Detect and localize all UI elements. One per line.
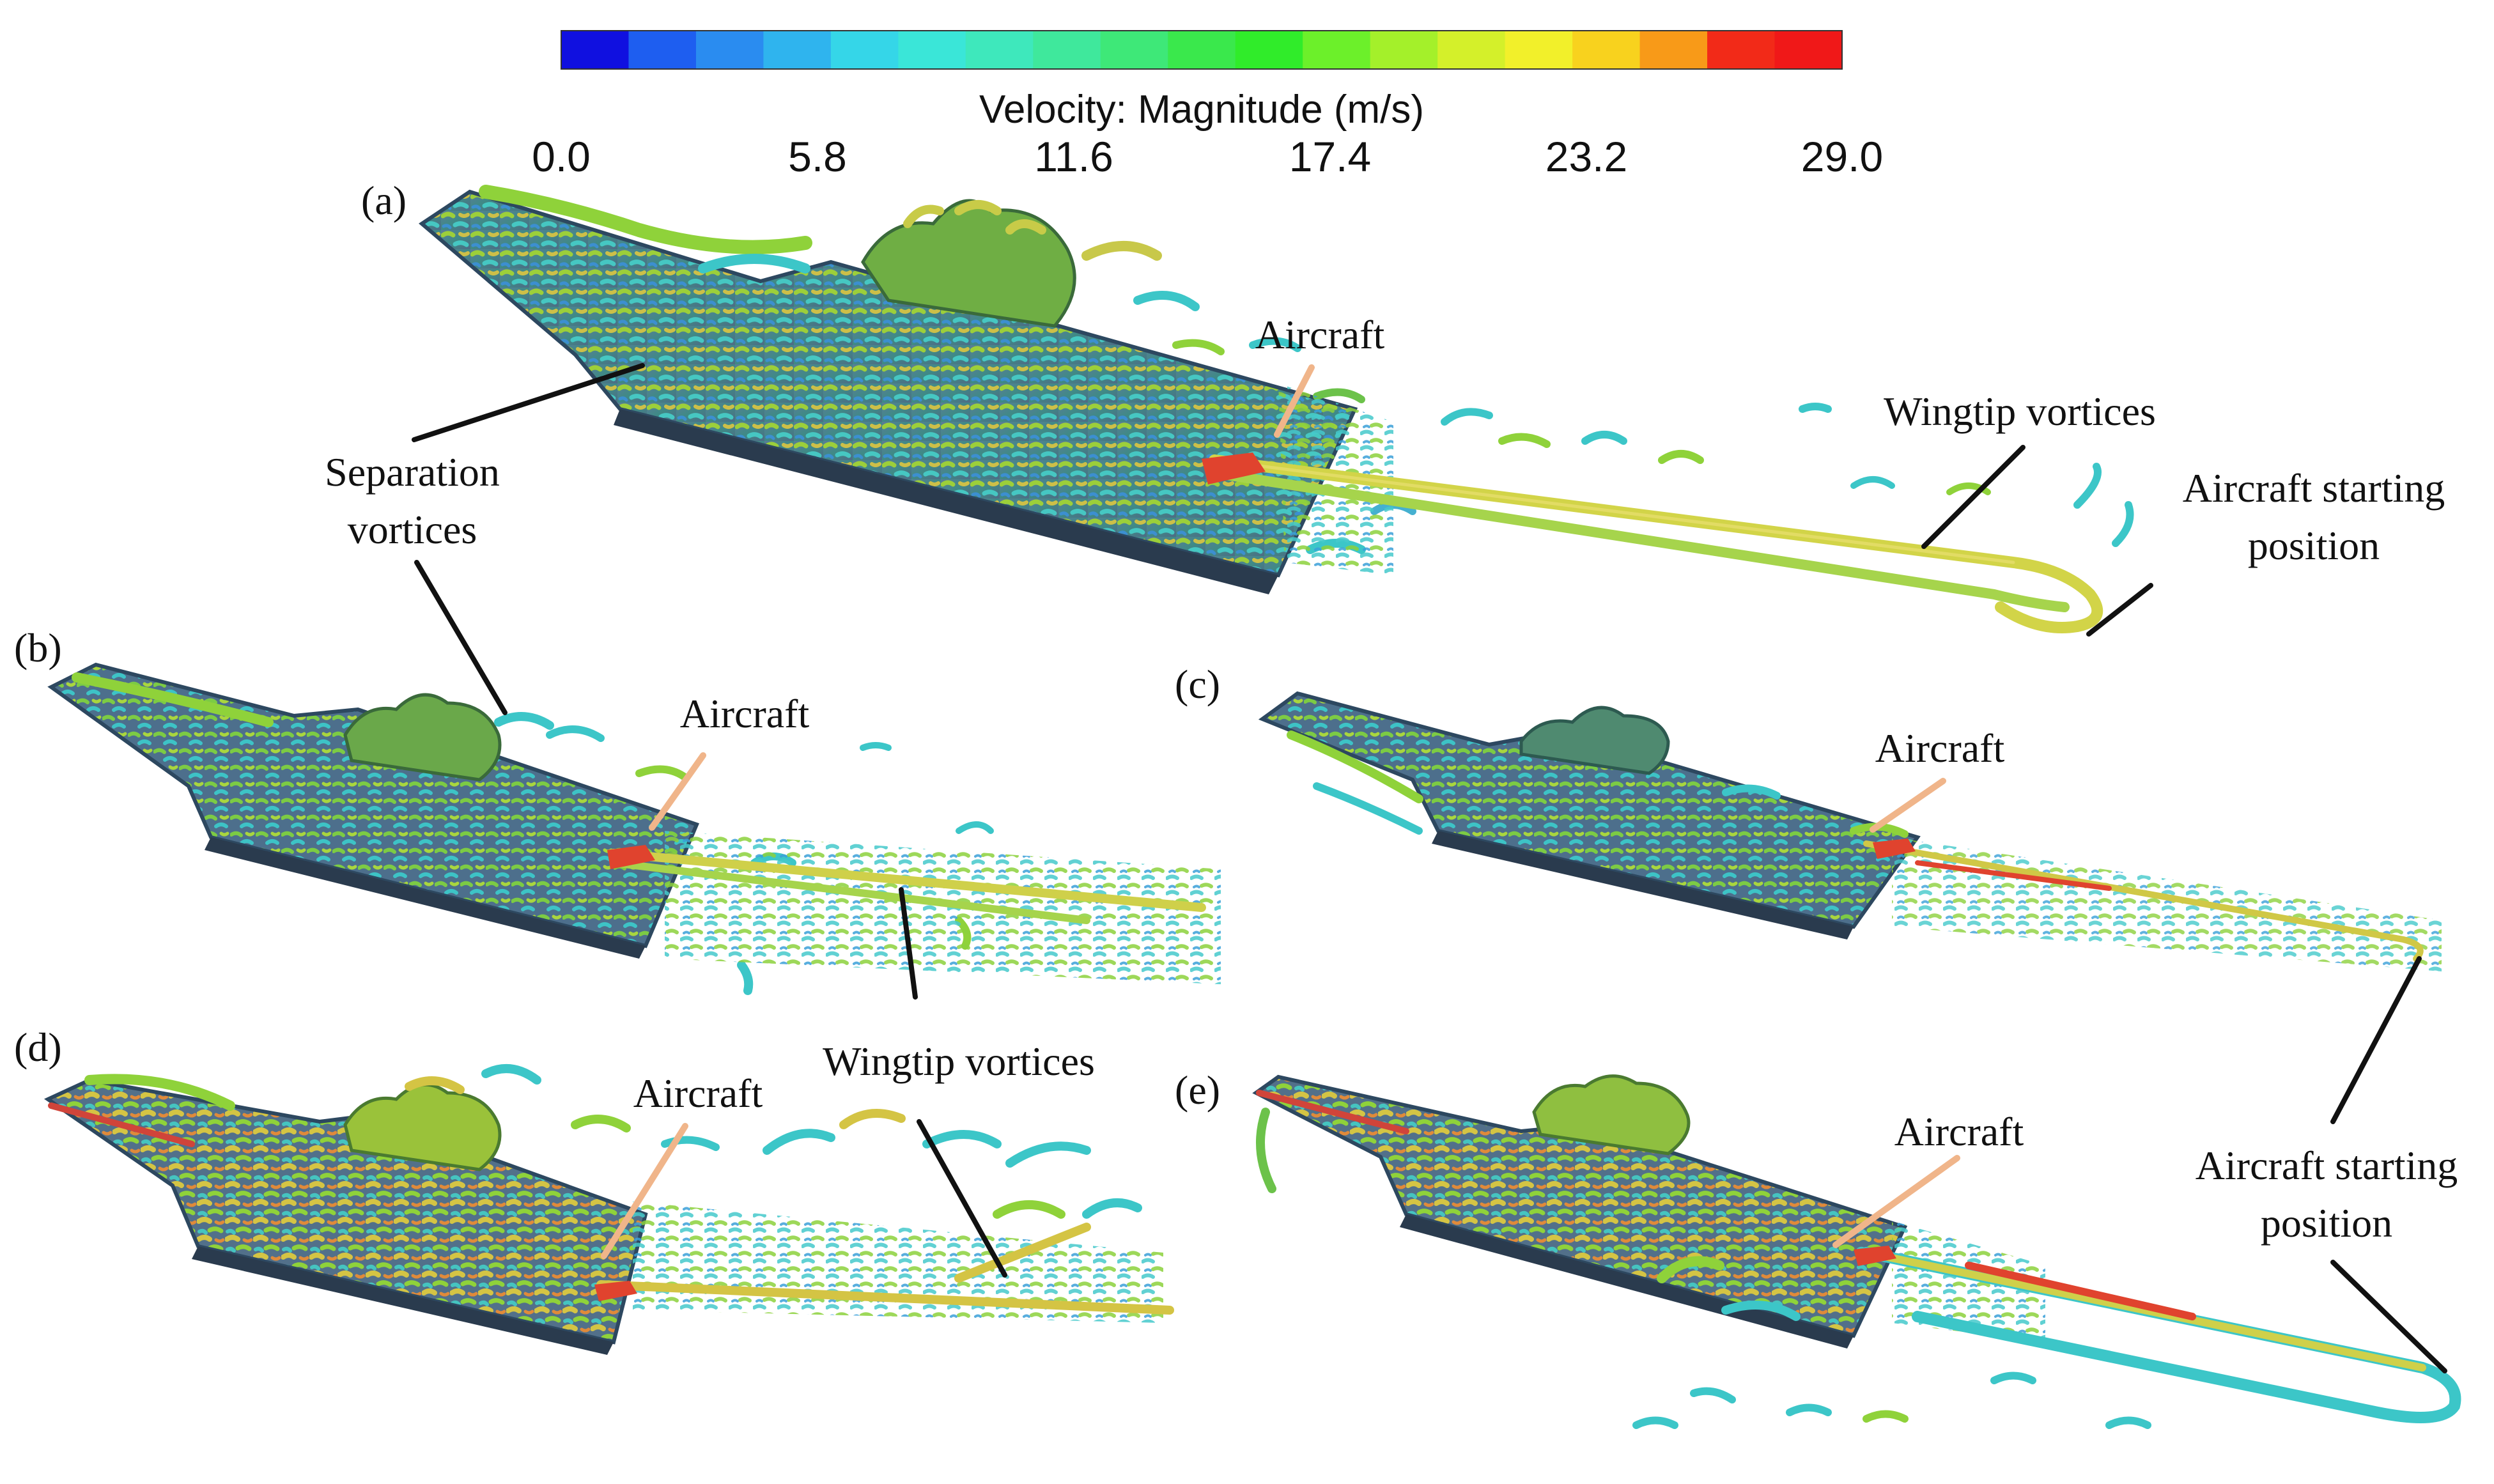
colorbar-tick: 5.8	[788, 133, 847, 180]
colorbar-swatch	[1033, 31, 1101, 69]
carrier-model-d	[43, 1078, 648, 1355]
colorbar-swatch	[1505, 31, 1573, 69]
aircraft-marker-b	[607, 845, 655, 869]
wingtip-vortex-tubes-d	[596, 1223, 1174, 1315]
colorbar-swatch	[1168, 31, 1236, 69]
label-wingtip-vortices-a: Wingtip vortices	[1884, 389, 2156, 434]
colorbar-swatch	[1437, 31, 1506, 69]
panel-tag-d: (d)	[14, 1024, 62, 1070]
carrier-model-e	[1252, 1074, 1908, 1349]
colorbar-swatch	[1774, 31, 1843, 69]
label-wingtip-vortices-bd: Wingtip vortices	[823, 1039, 1095, 1084]
colorbar-frame	[561, 30, 1843, 70]
colorbar-swatch	[695, 31, 764, 69]
colorbar-swatch	[1235, 31, 1303, 69]
colorbar-tick: 29.0	[1801, 133, 1883, 180]
label-starting-position-ce-line2: position	[2261, 1200, 2392, 1246]
carrier-model-c	[1258, 691, 1921, 939]
label-aircraft-d: Aircraft	[633, 1070, 763, 1116]
label-separation-vortices-line2: vortices	[348, 507, 477, 552]
panel-c: (c)	[1175, 661, 2442, 971]
colorbar-swatch	[628, 31, 697, 69]
vortex-field-d	[84, 1064, 1142, 1219]
label-starting-position-a-line1: Aircraft starting	[2183, 465, 2445, 511]
aircraft-marker-c	[1873, 839, 1916, 859]
label-aircraft-e: Aircraft	[1894, 1109, 2024, 1154]
carrier-model-b	[47, 662, 700, 959]
colorbar-swatches	[561, 31, 1843, 69]
vortex-field-e	[1256, 1108, 2151, 1429]
callout-lines	[412, 363, 2447, 1373]
colorbar: Velocity: Magnitude (m/s) 0.0 5.8 11.6 1…	[532, 30, 1883, 180]
colorbar-swatch	[561, 31, 630, 69]
panel-tag-a: (a)	[361, 178, 407, 223]
label-starting-position-ce-line1: Aircraft starting	[2196, 1143, 2458, 1188]
colorbar-tick-labels: 0.0 5.8 11.6 17.4 23.2 29.0	[532, 133, 1883, 180]
colorbar-swatch	[1303, 31, 1371, 69]
wingtip-vortex-tubes-c	[1863, 840, 2424, 962]
panel-tag-c: (c)	[1175, 661, 1220, 707]
colorbar-swatch	[1100, 31, 1168, 69]
colorbar-swatch	[1707, 31, 1776, 69]
colorbar-swatch	[830, 31, 899, 69]
annotations: Aircraft Wingtip vortices Separation vor…	[325, 312, 2458, 1246]
colorbar-swatch	[965, 31, 1034, 69]
panel-tag-e: (e)	[1175, 1067, 1220, 1113]
label-starting-position-a-line2: position	[2248, 523, 2380, 568]
colorbar-swatch	[1370, 31, 1438, 69]
aircraft-marker-a	[1202, 452, 1266, 484]
colorbar-tick: 11.6	[1034, 133, 1113, 180]
wingtip-vortex-tubes-b	[609, 849, 1206, 924]
label-separation-vortices-line1: Separation	[325, 449, 500, 495]
colorbar-swatch	[898, 31, 966, 69]
colorbar-swatch	[1639, 31, 1708, 69]
panel-b: (b)	[14, 625, 1221, 995]
panel-e: (e)	[1175, 1067, 2461, 1429]
panel-tag-b: (b)	[14, 625, 62, 670]
colorbar-tick: 17.4	[1289, 133, 1371, 180]
panel-d: (d)	[14, 1024, 1174, 1355]
wingtip-vortex-tubes-e	[1861, 1247, 2461, 1423]
label-aircraft-a: Aircraft	[1255, 312, 1385, 357]
colorbar-tick: 23.2	[1545, 133, 1627, 180]
aircraft-marker-d	[594, 1281, 637, 1301]
colorbar-title: Velocity: Magnitude (m/s)	[979, 88, 1424, 132]
carrier-model-a	[419, 189, 1358, 594]
colorbar-swatch	[763, 31, 832, 69]
colorbar-swatch	[1572, 31, 1641, 69]
wingtip-vortex-tubes-a	[1209, 454, 2103, 633]
colorbar-tick: 0.0	[532, 133, 591, 180]
label-aircraft-c: Aircraft	[1875, 725, 2005, 771]
aircraft-marker-e	[1854, 1246, 1896, 1266]
panel-a: (a)	[361, 178, 2134, 633]
label-aircraft-b: Aircraft	[680, 691, 810, 736]
